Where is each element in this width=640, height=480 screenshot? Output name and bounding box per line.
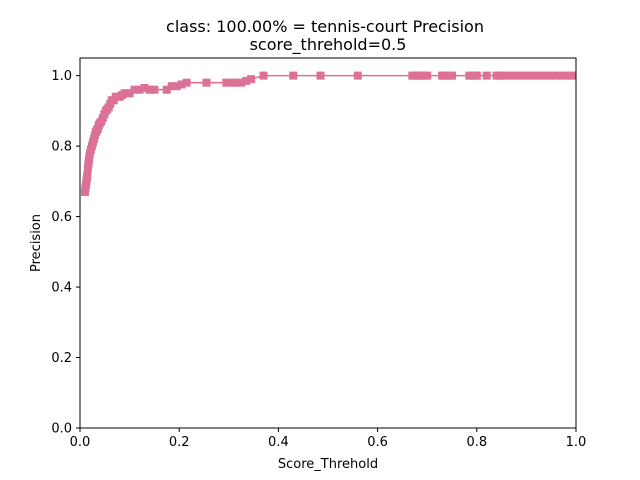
data-point <box>507 71 516 80</box>
data-point <box>552 71 561 80</box>
data-point <box>145 85 154 94</box>
y-tick-label: 1.0 <box>51 69 72 84</box>
y-tick-label: 0.6 <box>51 210 72 225</box>
data-point <box>125 89 134 98</box>
data-point <box>512 71 521 80</box>
data-point <box>259 71 268 80</box>
x-tick-label: 0.2 <box>169 435 190 450</box>
data-point <box>527 71 536 80</box>
data-point <box>423 71 432 80</box>
data-point <box>316 71 325 80</box>
data-point <box>83 170 92 179</box>
data-point <box>130 85 139 94</box>
y-tick-label: 0.0 <box>51 422 72 437</box>
y-tick-label: 0.2 <box>51 351 72 366</box>
data-point <box>547 71 556 80</box>
data-point <box>162 85 171 94</box>
y-tick-label: 0.8 <box>51 140 72 155</box>
data-point <box>532 71 541 80</box>
data-point <box>522 71 531 80</box>
y-tick-label: 0.4 <box>51 281 72 296</box>
data-point <box>448 71 456 80</box>
x-tick-label: 0.8 <box>466 435 487 450</box>
data-point <box>572 71 576 80</box>
data-point <box>140 83 149 92</box>
series-layer <box>80 71 576 196</box>
data-point <box>150 85 159 94</box>
data-point <box>202 78 211 87</box>
chart-title: class: 100.00% = tennis-court Precision <box>166 17 484 36</box>
axes-frame <box>79 57 577 429</box>
x-tick-label: 1.0 <box>566 435 587 450</box>
data-point <box>167 82 176 91</box>
data-point <box>567 71 576 80</box>
data-point <box>135 85 144 94</box>
data-point <box>482 71 491 80</box>
data-point <box>177 80 186 89</box>
data-point <box>497 71 506 80</box>
data-point <box>232 78 241 87</box>
data-point <box>557 71 566 80</box>
data-point <box>247 75 256 84</box>
x-tick-label: 0.6 <box>367 435 388 450</box>
data-point <box>537 71 546 80</box>
data-point <box>562 71 571 80</box>
x-axis-label: Score_Threhold <box>278 457 378 472</box>
data-point <box>542 71 551 80</box>
y-axis: 0.0 0.2 0.4 0.6 0.8 1.0 <box>51 69 80 437</box>
data-point <box>517 71 526 80</box>
x-tick-label: 0.4 <box>268 435 289 450</box>
data-point <box>227 78 236 87</box>
data-point <box>182 78 191 87</box>
chart-subtitle: score_threhold=0.5 <box>250 35 407 55</box>
data-point <box>502 71 511 80</box>
data-point <box>237 78 246 87</box>
data-point <box>472 71 481 80</box>
data-point <box>353 71 362 80</box>
data-point <box>222 78 231 87</box>
x-axis: 0.0 0.2 0.4 0.6 0.8 1.0 <box>70 428 587 450</box>
data-point <box>242 76 251 85</box>
data-point <box>172 82 181 91</box>
y-axis-label: Precision <box>29 214 44 272</box>
data-point <box>289 71 298 80</box>
x-tick-label: 0.0 <box>70 435 91 450</box>
